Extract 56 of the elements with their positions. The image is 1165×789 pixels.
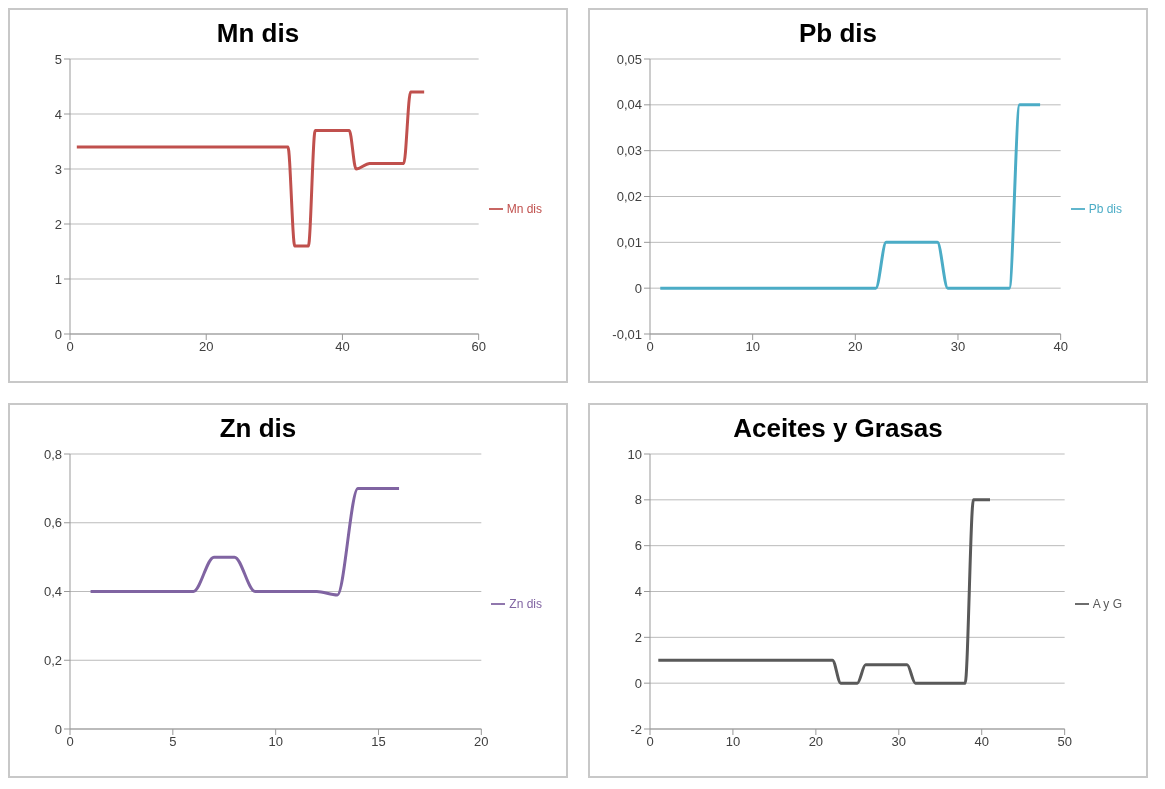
x-tick-label: 10 — [745, 339, 760, 355]
y-tick-label: 0 — [54, 721, 62, 737]
y-tick-label: 3 — [54, 161, 62, 177]
legend-label: Pb dis — [1088, 201, 1122, 216]
x-tick-label: 20 — [474, 734, 489, 750]
line-series — [75, 90, 426, 248]
x-tick-label: 60 — [471, 339, 486, 355]
y-tick-label: 0,04 — [616, 97, 642, 113]
y-tick-label: 0,2 — [43, 652, 62, 668]
y-tick-label: 0 — [634, 280, 642, 296]
x-tick-label: 20 — [808, 734, 824, 750]
y-tick-label: 4 — [634, 584, 642, 600]
y-tick-label: 0 — [634, 675, 642, 691]
line-series — [89, 486, 401, 597]
y-tick-label: 0,02 — [616, 189, 642, 205]
y-tick-label: 0,8 — [43, 446, 62, 462]
x-tick-label: 40 — [335, 339, 350, 355]
x-tick-label: 10 — [725, 734, 741, 750]
legend-label: A y G — [1092, 596, 1122, 611]
y-tick-label: 5 — [54, 51, 62, 67]
y-tick-label: -0,01 — [612, 326, 642, 342]
y-tick-label: -2 — [630, 721, 642, 737]
x-tick-label: 40 — [974, 734, 989, 750]
y-tick-label: 8 — [634, 492, 642, 508]
y-tick-label: 0,6 — [43, 515, 62, 531]
y-tick-label: 1 — [54, 271, 62, 287]
x-tick-label: 40 — [1053, 339, 1068, 355]
x-tick-label: 15 — [371, 734, 386, 750]
y-tick-label: 2 — [634, 629, 642, 645]
x-tick-label: 20 — [198, 339, 214, 355]
x-tick-label: 20 — [848, 339, 863, 355]
y-tick-label: 0,4 — [43, 584, 62, 600]
legend-label: Zn dis — [509, 596, 542, 611]
y-tick-label: 0,01 — [616, 234, 642, 250]
x-tick-label: 0 — [646, 339, 654, 355]
x-tick-label: 30 — [950, 339, 966, 355]
x-tick-label: 0 — [66, 734, 74, 750]
y-tick-label: 0 — [54, 326, 62, 342]
x-tick-label: 0 — [646, 734, 654, 750]
chart-title: Zn dis — [218, 413, 298, 444]
y-tick-label: 10 — [627, 446, 642, 462]
x-tick-label: 0 — [66, 339, 74, 355]
y-tick-label: 4 — [54, 106, 62, 122]
x-tick-label: 30 — [891, 734, 907, 750]
x-tick-label: 50 — [1057, 734, 1072, 750]
y-tick-label: 0,03 — [616, 143, 642, 159]
chart-title: Mn dis — [215, 18, 301, 49]
y-tick-label: 0,05 — [616, 51, 642, 67]
legend-label: Mn dis — [506, 201, 542, 216]
line-series — [656, 498, 992, 685]
y-tick-label: 6 — [634, 538, 642, 554]
chart-title: Aceites y Grasas — [732, 413, 944, 444]
x-tick-label: 10 — [268, 734, 283, 750]
y-tick-label: 2 — [54, 216, 62, 232]
x-tick-label: 5 — [169, 734, 177, 750]
chart-title: Pb dis — [798, 18, 878, 49]
